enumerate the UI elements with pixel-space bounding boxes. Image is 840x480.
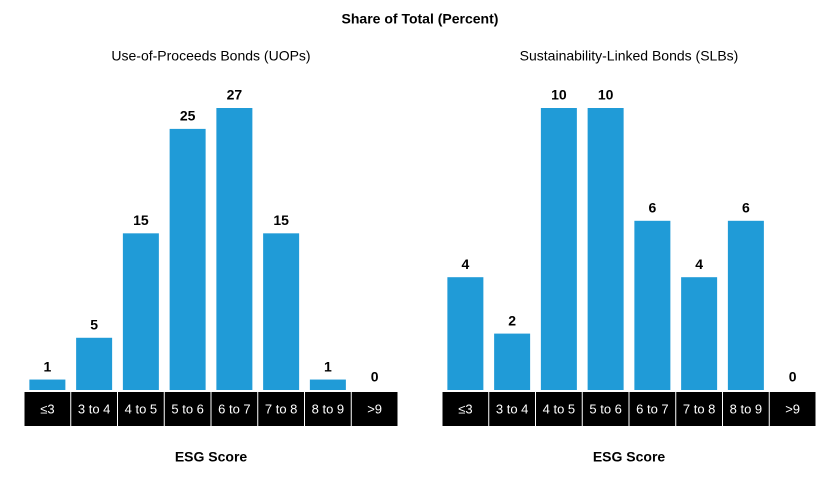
data-label: 15 [133,212,149,228]
data-label: 0 [371,369,379,385]
x-tick-label: 6 to 7 [636,401,669,416]
bar [309,379,346,390]
category-box [489,392,535,426]
category-box [536,392,582,426]
data-label: 1 [43,358,51,374]
data-label: 10 [598,87,614,103]
x-tick-label: 3 to 4 [78,401,111,416]
bar [727,220,764,390]
data-label: 10 [551,87,567,103]
category-box [164,392,211,426]
bar [634,220,671,390]
x-tick-label: 7 to 8 [265,401,298,416]
bar [216,108,253,390]
x-tick-label: 7 to 8 [683,401,716,416]
x-tick-label: 8 to 9 [312,401,345,416]
data-label: 6 [742,200,750,216]
category-box [258,392,304,426]
category-box [723,392,769,426]
bar [122,233,159,390]
category-box [305,392,351,426]
x-tick-label: 6 to 7 [218,401,251,416]
category-box [582,392,629,426]
data-label: 2 [508,312,516,328]
chart-title: Share of Total (Percent) [342,11,499,27]
x-tick-label: >9 [785,401,800,416]
category-box [118,392,164,426]
bar [263,233,300,390]
x-axis-label: ESG Score [175,449,248,465]
data-label: 1 [324,358,332,374]
data-label: 4 [695,256,703,272]
data-label: 5 [90,316,98,332]
data-label: 4 [461,256,469,272]
x-tick-label: 4 to 5 [125,401,158,416]
category-box [629,392,676,426]
category-box [211,392,258,426]
category-box [24,392,71,426]
data-label: 6 [648,200,656,216]
data-label: 27 [227,87,243,103]
bar [681,277,718,390]
bar [587,108,624,390]
category-box [442,392,489,426]
bar [447,277,484,390]
data-label: 15 [273,212,289,228]
bar [29,379,66,390]
category-box [71,392,117,426]
subtitle: Sustainability-Linked Bonds (SLBs) [520,48,739,64]
bar [169,128,206,390]
x-tick-label: 4 to 5 [543,401,576,416]
category-box [351,392,398,426]
data-label: 25 [180,108,196,124]
x-tick-label: ≤3 [40,401,54,416]
category-box [676,392,722,426]
x-tick-label: 8 to 9 [730,401,763,416]
data-label: 0 [789,369,797,385]
category-box [769,392,816,426]
x-tick-label: ≤3 [458,401,472,416]
x-tick-label: >9 [367,401,382,416]
subtitle: Use-of-Proceeds Bonds (UOPs) [111,48,310,64]
x-tick-label: 3 to 4 [496,401,529,416]
x-tick-label: 5 to 6 [589,401,622,416]
x-tick-label: 5 to 6 [171,401,204,416]
bar [494,333,531,390]
bar [540,108,577,390]
x-axis-label: ESG Score [593,449,666,465]
bar [76,337,113,390]
